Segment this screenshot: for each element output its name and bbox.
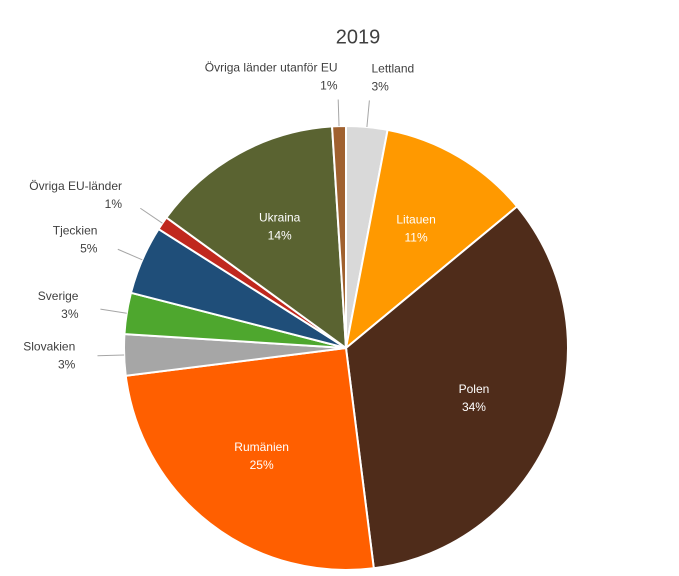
slice-label: Ukraina <box>259 211 301 225</box>
slice-value: 3% <box>58 358 76 372</box>
leader-line <box>337 99 340 127</box>
slice-label: Sverige <box>38 289 79 303</box>
slice-value: 1% <box>320 78 338 92</box>
leader-line <box>140 207 163 224</box>
slice-value: 3% <box>371 80 389 94</box>
leader-line <box>366 100 370 128</box>
slice-value: 11% <box>404 231 427 245</box>
slice-value: 5% <box>80 242 98 256</box>
leader-line <box>97 354 125 357</box>
leader-line <box>117 248 143 261</box>
leader-line <box>100 308 127 314</box>
slice-value: 3% <box>61 307 79 321</box>
slice-value: 14% <box>268 229 292 243</box>
slice-value: 25% <box>250 458 274 472</box>
slice-label: Övriga EU-länder <box>29 179 122 193</box>
slice-label: Rumänien <box>234 440 289 454</box>
pie-slice <box>344 205 569 570</box>
slice-label: Tjeckien <box>53 224 98 238</box>
slice-label: Övriga länder utanför EU <box>205 60 338 74</box>
pie-slice <box>344 128 519 351</box>
chart-title: 2019 <box>336 26 381 48</box>
pie-slice <box>124 346 375 571</box>
slice-value: 34% <box>462 400 486 414</box>
slice-label: Litauen <box>396 213 435 227</box>
slice-value: 1% <box>105 197 123 211</box>
slice-label: Slovakien <box>23 340 75 354</box>
slice-label: Polen <box>459 382 490 396</box>
pie-slice <box>165 125 348 351</box>
slice-label: Lettland <box>371 62 414 76</box>
